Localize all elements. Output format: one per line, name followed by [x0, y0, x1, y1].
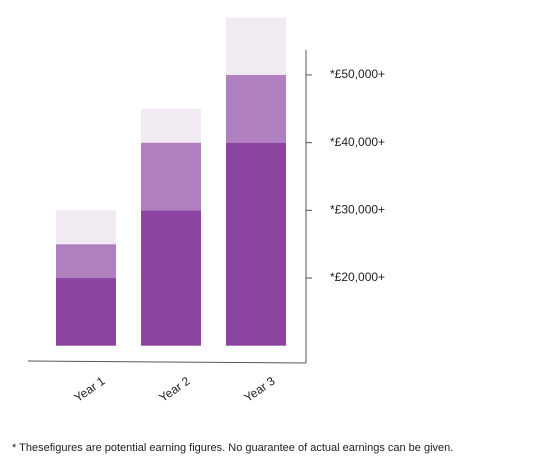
y-tick-label: *£50,000+ [330, 67, 385, 81]
x-tick-label: Year 3 [241, 374, 277, 405]
y-tick-label: *£30,000+ [330, 203, 385, 217]
x-tick-label: Year 2 [156, 374, 192, 405]
bar-segment [226, 142, 286, 346]
y-tick-label: *£20,000+ [330, 270, 385, 284]
bar-segment [56, 244, 116, 279]
x-tick-label: Year 1 [71, 374, 107, 405]
bar-segment [226, 74, 286, 143]
bar-segment [141, 142, 201, 211]
footnote: * Thesefigures are potential earning fig… [12, 442, 453, 454]
y-tick-label: *£40,000+ [330, 135, 385, 149]
bar-segment [226, 17, 286, 75]
bar-segment [56, 210, 116, 245]
bar-segment [56, 278, 116, 346]
bar-segment [141, 210, 201, 346]
x-axis [27, 360, 307, 364]
bar-segment [141, 108, 201, 143]
